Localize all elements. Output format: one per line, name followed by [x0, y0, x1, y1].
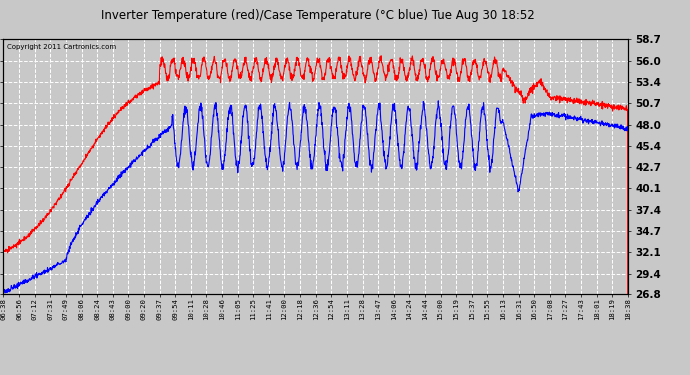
- Text: Inverter Temperature (red)/Case Temperature (°C blue) Tue Aug 30 18:52: Inverter Temperature (red)/Case Temperat…: [101, 9, 534, 22]
- Text: Copyright 2011 Cartronics.com: Copyright 2011 Cartronics.com: [7, 45, 116, 51]
